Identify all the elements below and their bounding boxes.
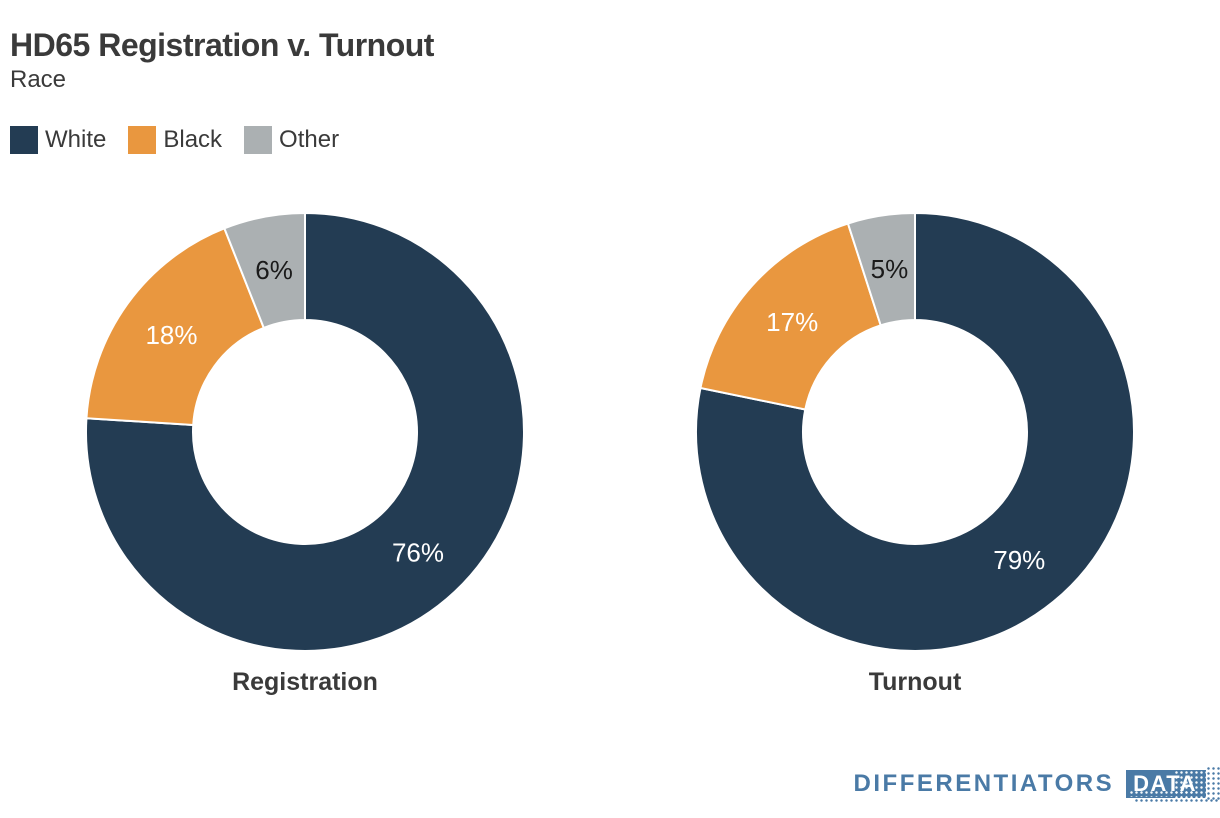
chart-title: HD65 Registration v. Turnout bbox=[10, 27, 434, 64]
brand-name: DIFFERENTIATORS bbox=[853, 770, 1115, 797]
halftone-dots-icon bbox=[1206, 766, 1220, 802]
legend-item-black: Black bbox=[128, 126, 222, 154]
slice-registration-black bbox=[85, 227, 265, 426]
donut-chart-turnout: 79% 17% 5% Turnout bbox=[695, 212, 1135, 697]
slice-value-label: 79% bbox=[993, 545, 1045, 575]
slice-registration-white bbox=[85, 212, 525, 652]
slice-value-label: 18% bbox=[145, 320, 197, 350]
brand-data-box: DATA bbox=[1126, 766, 1220, 804]
legend-label: White bbox=[45, 126, 107, 153]
donut-svg-turnout: 79% 17% 5% bbox=[695, 212, 1135, 652]
legend-swatch bbox=[128, 126, 157, 154]
donut-chart-registration: 76% 18% 6% Registration bbox=[85, 212, 525, 697]
legend-label: Black bbox=[163, 126, 223, 153]
slice-turnout-other bbox=[846, 212, 916, 327]
legend-item-other: Other bbox=[244, 126, 339, 154]
donut-svg-registration: 76% 18% 6% bbox=[85, 212, 525, 652]
legend-swatch bbox=[244, 126, 273, 154]
slice-value-label: 6% bbox=[255, 255, 293, 285]
slice-turnout-black bbox=[699, 222, 882, 411]
brand-logo: DIFFERENTIATORS DATA bbox=[853, 766, 1220, 804]
slice-value-label: 17% bbox=[766, 307, 818, 337]
legend-swatch bbox=[10, 126, 38, 154]
halftone-dots-icon bbox=[1134, 798, 1220, 804]
brand-data-label: DATA bbox=[1133, 771, 1197, 796]
slice-turnout-white bbox=[695, 212, 1135, 652]
legend-label: Other bbox=[279, 126, 340, 153]
legend: White Black Other bbox=[10, 126, 339, 154]
chart-caption: Registration bbox=[232, 668, 378, 696]
slice-value-label: 5% bbox=[871, 254, 909, 284]
chart-subtitle: Race bbox=[10, 66, 67, 93]
slice-registration-other bbox=[223, 212, 306, 329]
slice-value-label: 76% bbox=[392, 537, 444, 567]
chart-caption: Turnout bbox=[868, 668, 962, 696]
legend-item-white: White bbox=[10, 126, 106, 154]
